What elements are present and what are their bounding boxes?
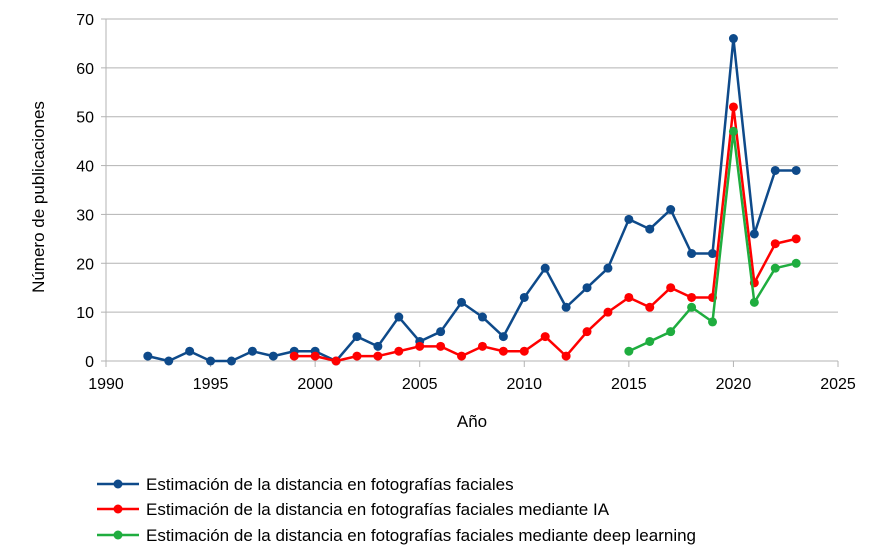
data-point (603, 307, 613, 317)
data-point (708, 317, 718, 327)
data-point (687, 292, 697, 302)
x-tick-label: 2000 (297, 376, 333, 393)
series-group (143, 34, 801, 366)
y-tick-label: 30 (76, 207, 94, 224)
data-point (728, 102, 738, 112)
tick-labels: 0 10 20 30 40 50 60 70 1990 1995 2000 2005 2010 2015 2… (76, 12, 856, 393)
data-point (310, 351, 320, 361)
data-point (666, 205, 676, 215)
data-point (226, 356, 236, 366)
series-3 (624, 126, 801, 356)
y-tick-label: 40 (76, 159, 94, 176)
y-tick-label: 20 (76, 256, 94, 273)
data-point (457, 297, 467, 307)
data-point (373, 341, 383, 351)
data-point (164, 356, 174, 366)
x-tick-label: 1995 (193, 376, 229, 393)
data-point (352, 351, 362, 361)
legend: Estimación de la distancia en fotografía… (97, 475, 696, 545)
data-point (457, 351, 467, 361)
data-point (708, 249, 718, 259)
data-point (728, 126, 738, 136)
grid-lines (106, 18, 838, 313)
data-point (436, 341, 446, 351)
data-point (519, 346, 529, 356)
y-tick-label: 70 (76, 12, 94, 29)
data-point (603, 263, 613, 273)
data-point (498, 346, 508, 356)
legend-label: Estimación de la distancia en fotografía… (146, 526, 696, 545)
data-point (624, 214, 634, 224)
data-point (582, 327, 592, 337)
data-point (791, 258, 801, 268)
data-point (185, 346, 195, 356)
data-point (519, 292, 529, 302)
data-point (645, 336, 655, 346)
legend-label: Estimación de la distancia en fotografía… (146, 500, 610, 519)
data-point (561, 351, 571, 361)
data-point (645, 224, 655, 234)
data-point (540, 263, 550, 273)
y-axis-title: Número de publicaciones (29, 101, 48, 293)
data-point (645, 302, 655, 312)
data-point (436, 327, 446, 337)
data-point (749, 297, 759, 307)
data-point (394, 312, 404, 322)
data-point (415, 341, 425, 351)
x-tick-label: 2010 (506, 376, 542, 393)
data-point (247, 346, 257, 356)
data-point (770, 263, 780, 273)
series-line (294, 105, 797, 363)
data-point (289, 351, 299, 361)
legend-item: Estimación de la distancia en fotografía… (97, 475, 514, 494)
data-point (477, 312, 487, 322)
data-point (540, 332, 550, 342)
y-tick-label: 10 (76, 305, 94, 322)
x-tick-label: 2025 (820, 376, 856, 393)
data-point (498, 332, 508, 342)
data-point (477, 341, 487, 351)
data-point (206, 356, 216, 366)
data-point (770, 239, 780, 249)
data-point (749, 229, 759, 239)
legend-swatch-marker (113, 504, 123, 514)
x-tick-label: 1990 (88, 376, 124, 393)
y-tick-label: 50 (76, 110, 94, 127)
data-point (624, 292, 634, 302)
data-point (331, 356, 341, 366)
x-axis-title: Año (457, 412, 487, 431)
legend-swatch-marker (113, 479, 123, 489)
data-point (561, 302, 571, 312)
legend-item: Estimación de la distancia en fotografía… (97, 526, 696, 545)
data-point (394, 346, 404, 356)
series-2 (289, 102, 801, 366)
data-point (687, 249, 697, 259)
legend-swatch-marker (113, 530, 123, 540)
data-point (791, 165, 801, 175)
data-point (373, 351, 383, 361)
y-tick-label: 60 (76, 61, 94, 78)
y-tick-label: 0 (85, 354, 94, 371)
data-point (624, 346, 634, 356)
data-point (666, 283, 676, 293)
data-point (143, 351, 153, 361)
legend-label: Estimación de la distancia en fotografía… (146, 475, 514, 494)
data-point (582, 283, 592, 293)
data-point (687, 302, 697, 312)
data-point (728, 34, 738, 44)
x-tick-label: 2020 (716, 376, 752, 393)
data-point (268, 351, 278, 361)
data-point (770, 165, 780, 175)
x-tick-label: 2005 (402, 376, 438, 393)
data-point (352, 332, 362, 342)
data-point (666, 327, 676, 337)
x-tick-label: 2015 (611, 376, 647, 393)
legend-item: Estimación de la distancia en fotografía… (97, 500, 610, 519)
data-point (791, 234, 801, 244)
